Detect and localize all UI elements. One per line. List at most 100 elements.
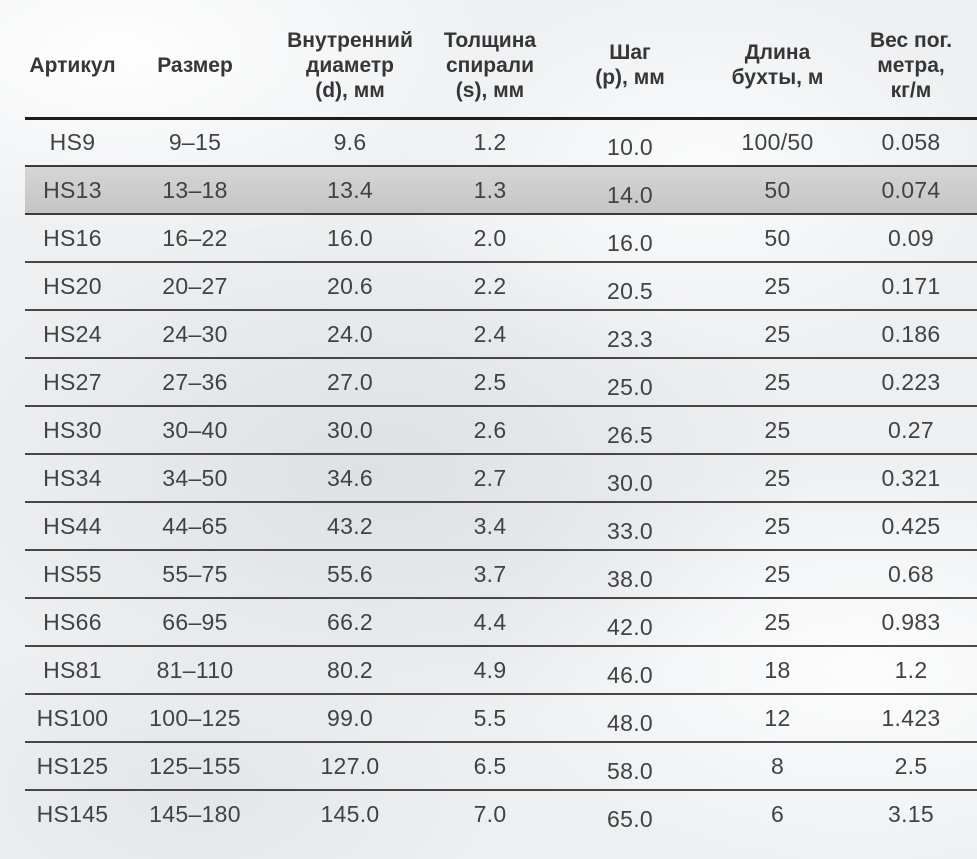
cell-value: 65.0: [607, 806, 653, 832]
cell-value: 20–27: [162, 272, 228, 299]
cell-weight: 0.321: [845, 454, 977, 503]
cell-spiral-thickness: 4.4: [430, 598, 550, 647]
cell-value: 0.321: [881, 464, 941, 491]
table-row-hs44[interactable]: HS44 44–65 43.2 3.4 33.0 25 0.425: [25, 502, 977, 551]
cell-pitch: 26.5: [550, 406, 710, 455]
cell-value: HS24: [43, 320, 102, 347]
cell-value: 0.983: [881, 608, 941, 635]
column-header-article: Артикул: [25, 0, 120, 120]
product-spec-table: Артикул Размер Внутренний диаметр (d), мм Т…: [25, 0, 977, 838]
cell-weight: 0.074: [845, 166, 977, 215]
cell-pitch: 33.0: [550, 502, 710, 551]
cell-value: 0.68: [888, 560, 934, 587]
cell-spiral-thickness: 2.4: [430, 310, 550, 359]
cell-value: 27–36: [162, 368, 228, 395]
cell-value: 25: [764, 272, 791, 299]
cell-value: 1.2: [894, 656, 928, 683]
cell-weight: 3.15: [845, 790, 977, 838]
table-row-hs100[interactable]: HS100 100–125 99.0 5.5 48.0 12 1.423: [25, 694, 977, 743]
cell-article: HS20: [25, 262, 120, 311]
cell-value: 6: [770, 801, 785, 827]
table-row-hs13[interactable]: HS13 13–18 13.4 1.3 14.0 50 0.074: [25, 166, 977, 215]
cell-spiral-thickness: 2.6: [430, 406, 550, 455]
cell-value: HS81: [43, 656, 102, 683]
cell-pitch: 46.0: [550, 646, 710, 695]
cell-pitch: 38.0: [550, 550, 710, 599]
cell-value: 16–22: [162, 224, 228, 251]
cell-value: 34–50: [162, 464, 228, 491]
cell-inner-diameter: 13.4: [270, 166, 430, 215]
cell-spiral-thickness: 5.5: [430, 694, 550, 743]
cell-value: 25: [764, 416, 791, 443]
cell-value: 6.5: [473, 752, 507, 779]
cell-weight: 0.058: [845, 118, 977, 167]
cell-size: 16–22: [120, 214, 270, 263]
table-row-hs24[interactable]: HS24 24–30 24.0 2.4 23.3 25 0.186: [25, 310, 977, 359]
cell-value: 3.7: [473, 560, 507, 587]
cell-value: 66–95: [162, 608, 228, 635]
header-row: Артикул Размер Внутренний диаметр (d), мм Т…: [25, 0, 977, 120]
cell-value: 16.0: [327, 224, 373, 251]
cell-weight: 0.171: [845, 262, 977, 311]
cell-value: 25.0: [607, 373, 653, 400]
column-header-weight: Вес пог. метра, кг/м: [845, 0, 977, 120]
cell-article: HS66: [25, 598, 120, 647]
cell-size: 81–110: [120, 646, 270, 695]
table-row-hs16[interactable]: HS16 16–22 16.0 2.0 16.0 50 0.09: [25, 214, 977, 263]
table-row-hs20[interactable]: HS20 20–27 20.6 2.2 20.5 25 0.171: [25, 262, 977, 311]
table-row-hs9[interactable]: HS9 9–15 9.6 1.2 10.0 100/50 0.058: [25, 118, 977, 167]
cell-pitch: 58.0: [550, 742, 710, 791]
cell-value: 2.5: [473, 368, 507, 395]
cell-value: 0.425: [881, 512, 941, 539]
cell-value: 5.5: [473, 704, 507, 731]
cell-weight: 0.68: [845, 550, 977, 599]
cell-value: 38.0: [607, 565, 653, 592]
column-header-inner-diameter: Внутренний диаметр (d), мм: [270, 0, 430, 120]
table-row-hs81[interactable]: HS81 81–110 80.2 4.9 46.0 18 1.2: [25, 646, 977, 695]
cell-spiral-thickness: 2.0: [430, 214, 550, 263]
cell-weight: 0.223: [845, 358, 977, 407]
cell-value: 100–125: [149, 704, 241, 731]
cell-value: 50: [764, 224, 791, 251]
cell-weight: 1.423: [845, 694, 977, 743]
cell-weight: 0.27: [845, 406, 977, 455]
cell-inner-diameter: 145.0: [270, 790, 430, 838]
cell-coil-length: 12: [710, 694, 845, 743]
cell-size: 66–95: [120, 598, 270, 647]
table-row-hs145[interactable]: HS145 145–180 145.0 7.0 65.0 6 3.15: [25, 790, 977, 838]
cell-article: HS81: [25, 646, 120, 695]
cell-value: 16.0: [607, 229, 653, 256]
cell-size: 9–15: [120, 118, 270, 167]
cell-article: HS44: [25, 502, 120, 551]
table-row-hs125[interactable]: HS125 125–155 127.0 6.5 58.0 8 2.5: [25, 742, 977, 791]
table-row-hs30[interactable]: HS30 30–40 30.0 2.6 26.5 25 0.27: [25, 406, 977, 455]
cell-size: 145–180: [120, 790, 270, 838]
cell-spiral-thickness: 7.0: [430, 790, 550, 838]
cell-value: 2.4: [473, 320, 507, 347]
cell-value: 145.0: [320, 801, 380, 827]
cell-value: HS16: [43, 224, 102, 251]
cell-value: 0.074: [881, 176, 941, 203]
cell-size: 24–30: [120, 310, 270, 359]
cell-value: 3.4: [473, 512, 507, 539]
cell-size: 30–40: [120, 406, 270, 455]
table-row-hs66[interactable]: HS66 66–95 66.2 4.4 42.0 25 0.983: [25, 598, 977, 647]
cell-value: HS145: [36, 801, 109, 827]
cell-value: 27.0: [327, 368, 373, 395]
cell-value: HS20: [43, 272, 102, 299]
cell-value: 2.6: [473, 416, 507, 443]
cell-value: 0.27: [888, 416, 934, 443]
cell-spiral-thickness: 3.4: [430, 502, 550, 551]
cell-value: 46.0: [607, 661, 653, 688]
cell-value: 2.7: [473, 464, 507, 491]
cell-article: HS34: [25, 454, 120, 503]
cell-value: 30.0: [607, 469, 653, 496]
table-row-hs34[interactable]: HS34 34–50 34.6 2.7 30.0 25 0.321: [25, 454, 977, 503]
cell-article: HS24: [25, 310, 120, 359]
table-row-hs27[interactable]: HS27 27–36 27.0 2.5 25.0 25 0.223: [25, 358, 977, 407]
cell-pitch: 48.0: [550, 694, 710, 743]
cell-value: 125–155: [149, 752, 241, 779]
cell-value: 58.0: [607, 757, 653, 784]
cell-value: 55.6: [327, 560, 373, 587]
table-row-hs55[interactable]: HS55 55–75 55.6 3.7 38.0 25 0.68: [25, 550, 977, 599]
